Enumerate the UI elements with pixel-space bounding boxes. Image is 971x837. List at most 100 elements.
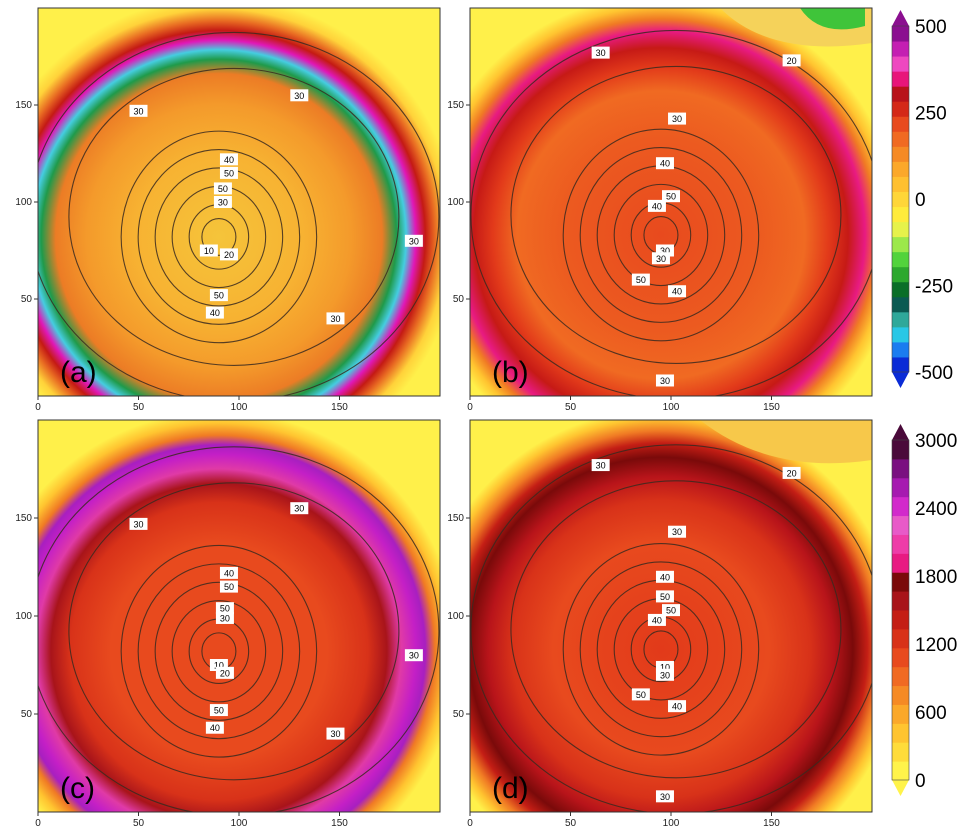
contour-label-text: 30 [409, 236, 419, 246]
colorbar-label: 2400 [915, 499, 957, 520]
contour-label-text: 30 [596, 461, 606, 471]
x-tick-label: 100 [663, 402, 680, 413]
contour-label-box [655, 590, 674, 603]
contour-label-text: 30 [133, 519, 143, 529]
contour-line [510, 480, 842, 779]
contour-label: 30 [591, 46, 610, 59]
contour-label: 30 [215, 611, 234, 624]
contour-label: 30 [404, 649, 423, 662]
colorbar-segment [892, 458, 909, 479]
contour-line [171, 600, 267, 703]
contour-label: 50 [215, 602, 234, 615]
contour-label-text: 50 [666, 192, 676, 202]
contour-label: 40 [668, 700, 687, 713]
contour-label-text: 30 [294, 504, 304, 514]
contour-label-text: 40 [224, 568, 234, 578]
contour-label: 40 [219, 153, 238, 166]
contour-label-box [668, 700, 687, 713]
colorbar-label: -500 [915, 363, 953, 384]
contour-label-box [631, 688, 650, 701]
contour-label-box [213, 182, 232, 195]
colorbars-group: 500 250 0 -250 -500 3000 2400 1800 1200 600 0 [891, 10, 957, 796]
contour-label-text: 50 [214, 706, 224, 716]
contour-label: 40 [205, 721, 224, 734]
contour-label-text: 30 [133, 106, 143, 116]
colorbar-segment [892, 206, 909, 223]
panel-label: (b) [492, 356, 529, 389]
colorbar-label: 500 [915, 17, 947, 38]
x-tick-label: 0 [467, 402, 473, 413]
colorbar-segment [892, 41, 909, 57]
y-tick-label: 50 [453, 294, 465, 305]
contour-label-box [219, 580, 238, 593]
contour-label: 40 [655, 157, 674, 170]
contour-label-text: 30 [656, 254, 666, 264]
contour-label-box [219, 248, 238, 261]
panel-label: (c) [60, 772, 95, 805]
colorbar-segment [892, 86, 909, 102]
colorbar-segment [892, 440, 909, 460]
y-tick-label: 50 [453, 709, 465, 720]
colorbar-segment [892, 647, 909, 668]
y-tick-label: 100 [15, 611, 32, 622]
contour-line [137, 563, 301, 740]
contour-label-text: 40 [660, 159, 670, 169]
contour-label: 50 [219, 580, 238, 593]
contour-label-text: 10 [660, 662, 670, 672]
x-tick-label: 0 [35, 402, 41, 413]
colorbar-segment [892, 685, 909, 705]
colorbar-max-arrow [892, 10, 909, 26]
colorbar-label: 1200 [915, 635, 957, 656]
contour-label-text: 40 [660, 572, 670, 582]
contour-line [120, 544, 318, 758]
x-tick-label: 150 [331, 818, 348, 829]
colorbar-segment [892, 56, 909, 72]
colorbar-segment [892, 666, 909, 687]
contour-label: 30 [404, 234, 423, 247]
contour-label-box [215, 666, 234, 679]
x-tick-label: 0 [35, 818, 41, 829]
colorbar-segment [892, 356, 909, 373]
colorbar-segment [892, 742, 909, 762]
contour-label-box [591, 46, 610, 59]
y-tick-label: 100 [447, 197, 464, 208]
contour-label: 30 [213, 196, 232, 208]
contour-label: 50 [209, 704, 228, 717]
contour-label: 10 [199, 244, 218, 257]
contour-label-text: 50 [224, 582, 234, 592]
colorbar-min-arrow [892, 372, 909, 388]
heatmap-fill [38, 420, 440, 812]
contour-line [470, 444, 872, 812]
contour-label: 30 [668, 112, 687, 125]
heatmap-fill [38, 8, 440, 396]
colorbar-segment [892, 71, 909, 87]
contour-label-box [631, 273, 650, 286]
contour-label-text: 10 [214, 661, 224, 671]
colorbar-segment [892, 477, 909, 498]
contour-line [137, 148, 301, 325]
contour-label-text: 50 [636, 690, 646, 700]
contour-line [510, 65, 842, 365]
contour-line [470, 29, 872, 396]
contour-label: 30 [290, 89, 309, 102]
x-tick-label: 150 [763, 818, 780, 829]
colorbar-segment [892, 251, 909, 268]
colorbar-label: 0 [915, 190, 926, 211]
panel-a: 10 20 30 30 30 30 30 40 40 50 50 50 0 50 100 150 50 100 15… [15, 7, 441, 413]
contour-label-box [219, 566, 238, 579]
corner-patch-green [800, 8, 865, 30]
contour-label-text: 30 [672, 527, 682, 537]
contour-label: 40 [219, 566, 238, 579]
contour-label: 50 [662, 604, 680, 617]
contour-label-box [647, 613, 666, 626]
colorbar-segment [892, 296, 909, 313]
contour-label: 40 [647, 199, 666, 212]
x-tick-label: 0 [467, 818, 473, 829]
contour-label-text: 20 [220, 668, 230, 678]
